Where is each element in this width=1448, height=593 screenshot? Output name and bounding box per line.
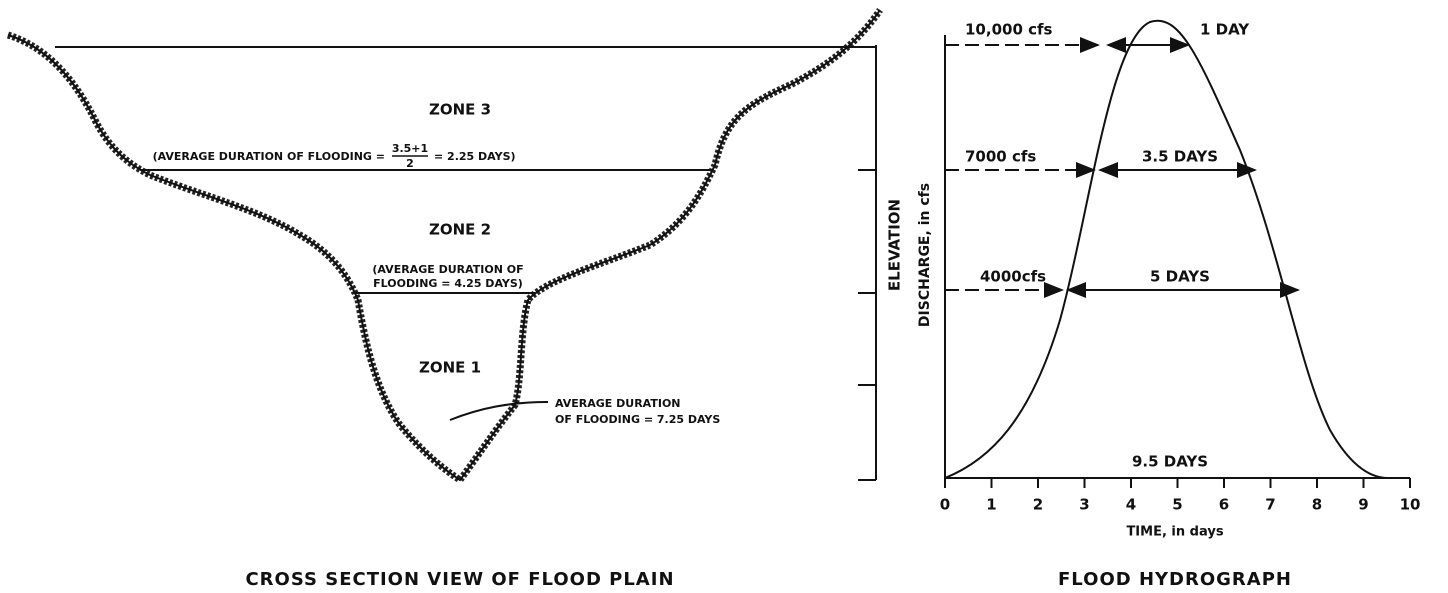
x-axis-label: TIME, in days xyxy=(1126,525,1223,540)
x-tick-label: 4 xyxy=(1126,496,1136,514)
level-label: 4000cfs xyxy=(980,268,1046,286)
duration-label: 5 DAYS xyxy=(1150,268,1210,286)
hydrograph: 10,000 cfs 1 DAY 7000 cfs 3.5 DAYS 4000c… xyxy=(917,19,1421,590)
zone-note: FLOODING = 4.25 DAYS) xyxy=(373,277,523,290)
x-tick-label: 0 xyxy=(940,496,950,514)
x-tick-label: 9 xyxy=(1358,496,1368,514)
cross-section-title: CROSS SECTION VIEW OF FLOOD PLAIN xyxy=(245,569,674,590)
x-tick-label: 8 xyxy=(1312,496,1322,514)
y-axis-label: DISCHARGE, in cfs xyxy=(917,183,933,327)
leader-line xyxy=(449,401,549,421)
ground-profile xyxy=(6,8,883,485)
x-tick-label: 5 xyxy=(1172,496,1182,514)
duration-label: 1 DAY xyxy=(1200,21,1250,39)
duration-label: 3.5 DAYS xyxy=(1142,148,1218,166)
cross-section: ELEVATION ZONE 3 (AVERAGE DURATION OF FL… xyxy=(6,8,904,590)
x-tick-label: 1 xyxy=(986,496,996,514)
level-label: 7000 cfs xyxy=(965,148,1036,166)
zone-note: 3.5+1 xyxy=(392,142,428,155)
elevation-label: ELEVATION xyxy=(886,199,904,291)
x-tick-label: 10 xyxy=(1400,496,1421,514)
zone-note: (AVERAGE DURATION OF FLOODING = xyxy=(153,150,385,163)
ground-edge xyxy=(7,9,881,482)
zone-label: ZONE 1 xyxy=(419,359,481,377)
hydrograph-title: FLOOD HYDROGRAPH xyxy=(1058,569,1292,590)
x-tick-label: 6 xyxy=(1219,496,1229,514)
zone-note: (AVERAGE DURATION OF xyxy=(372,263,523,276)
base-duration-label: 9.5 DAYS xyxy=(1132,453,1208,471)
zone-note: AVERAGE DURATION xyxy=(555,397,681,410)
x-tick-label: 3 xyxy=(1079,496,1089,514)
x-tick-label: 2 xyxy=(1033,496,1043,514)
x-tick-label: 7 xyxy=(1265,496,1275,514)
level-label: 10,000 cfs xyxy=(965,21,1053,39)
hydrograph-curve xyxy=(944,19,1389,479)
zone-note: OF FLOODING = 7.25 DAYS xyxy=(555,413,720,426)
zone-note: = 2.25 DAYS) xyxy=(434,150,516,163)
zone-label: ZONE 2 xyxy=(429,221,491,239)
zone-label: ZONE 3 xyxy=(429,101,491,119)
zone-note: 2 xyxy=(406,157,414,170)
